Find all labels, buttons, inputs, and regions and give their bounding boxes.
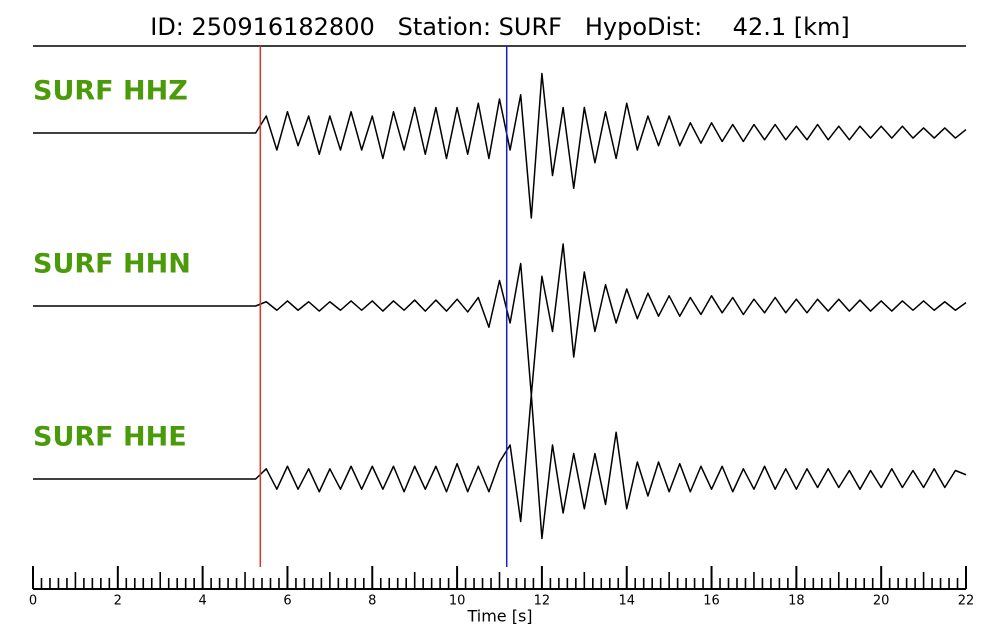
waveform <box>33 394 967 540</box>
trace-label: SURF HHE <box>33 422 187 453</box>
x-tick-label: 14 <box>618 594 635 609</box>
waveform <box>33 243 967 396</box>
x-axis-label: Time [s] <box>466 607 532 626</box>
x-tick-label: 4 <box>198 594 206 609</box>
x-tick-label: 22 <box>958 594 975 609</box>
x-tick-label: 16 <box>703 594 720 609</box>
x-tick-label: 12 <box>534 594 551 609</box>
waveform <box>33 72 967 219</box>
x-tick-label: 0 <box>29 594 37 609</box>
x-tick-label: 2 <box>114 594 122 609</box>
x-tick-label: 10 <box>449 594 466 609</box>
trace-label: SURF HHN <box>33 249 191 280</box>
x-tick-label: 20 <box>873 594 890 609</box>
x-tick-label: 18 <box>788 594 805 609</box>
x-tick-label: 6 <box>283 594 291 609</box>
trace-label: SURF HHZ <box>33 76 188 107</box>
chart-title: ID: 250916182800 Station: SURF HypoDist:… <box>150 13 850 41</box>
x-tick-label: 8 <box>368 594 376 609</box>
